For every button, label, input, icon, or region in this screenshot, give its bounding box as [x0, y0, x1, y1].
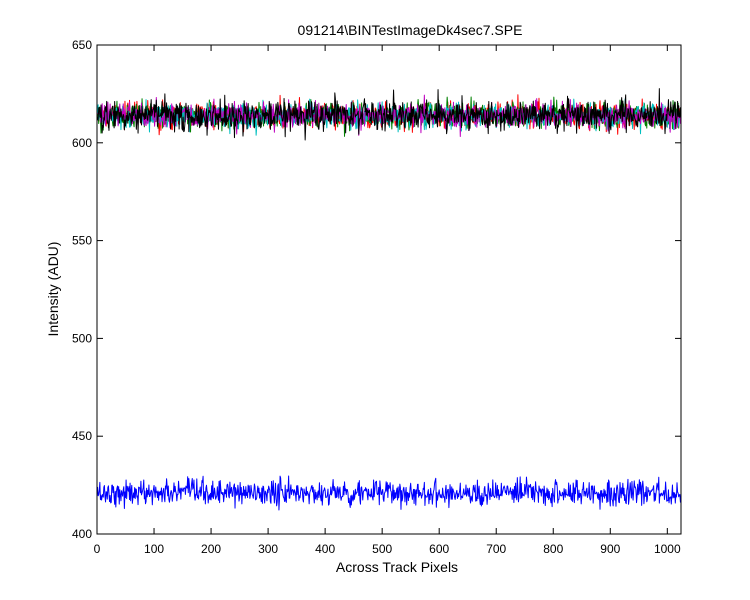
y-tick-label-0: 400 [72, 527, 92, 541]
series-line-5 [97, 88, 682, 141]
x-tick-label-9: 900 [600, 542, 620, 556]
chart-title: 091214\BINTestImageDk4sec7.SPE [298, 22, 523, 38]
x-tick-label-3: 300 [258, 542, 278, 556]
series-line-0 [97, 475, 682, 511]
y-tick-label-2: 500 [72, 331, 92, 345]
x-tick-label-2: 200 [201, 542, 221, 556]
y-tick-label-4: 600 [72, 136, 92, 150]
y-tick-label-1: 450 [72, 429, 92, 443]
x-tick-label-10: 1000 [654, 542, 681, 556]
y-tick-label-5: 650 [72, 38, 92, 52]
x-tick-label-6: 600 [429, 542, 449, 556]
x-tick-label-5: 500 [372, 542, 392, 556]
y-tick-label-3: 550 [72, 234, 92, 248]
x-tick-label-0: 0 [94, 542, 101, 556]
series-layer [97, 88, 682, 511]
x-tick-label-4: 400 [315, 542, 335, 556]
plot-frame [96, 44, 682, 535]
x-tick-label-1: 100 [144, 542, 164, 556]
tick-layer: 0 100 200 300 400 500 600 700 800 900 1000 400 450 50… [72, 38, 681, 556]
y-axis-label: Intensity (ADU) [45, 242, 61, 337]
x-axis-label: Across Track Pixels [336, 559, 458, 575]
axis-frame-layer [96, 44, 682, 535]
x-tick-label-8: 800 [543, 542, 563, 556]
x-tick-label-7: 700 [486, 542, 506, 556]
